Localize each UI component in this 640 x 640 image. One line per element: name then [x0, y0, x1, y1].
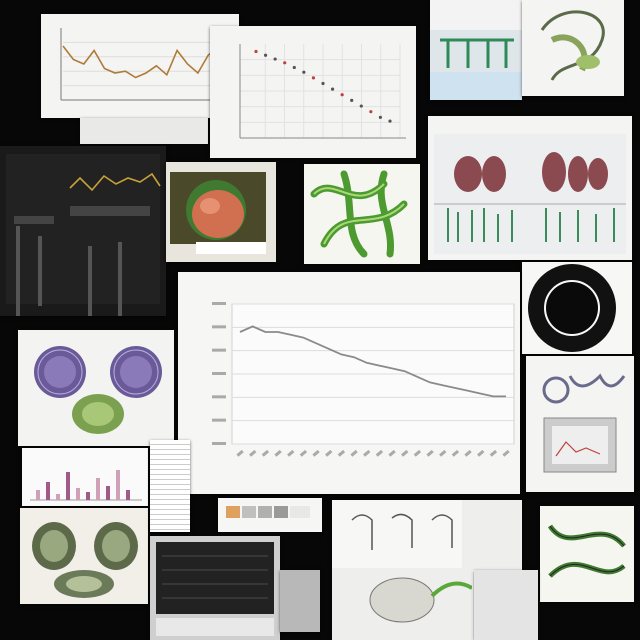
top-left-line-svg: [60, 28, 231, 101]
vine-svg: [310, 170, 408, 258]
main-x-tick: [299, 449, 308, 457]
purple-flower-illustration: [18, 330, 174, 446]
ring-diagram: [522, 262, 632, 354]
main-x-tick: [502, 449, 510, 457]
main-y-tick: [212, 418, 226, 422]
bar: [56, 494, 60, 500]
main-x-tick: [413, 449, 422, 457]
gray-box: [280, 570, 320, 632]
bar: [126, 490, 130, 500]
paper-strip: [80, 118, 208, 144]
bar: [86, 492, 90, 500]
plant-anatomy-sheet: [428, 116, 632, 260]
main-series-line: [239, 325, 506, 398]
main-y-tick: [212, 348, 226, 352]
scatter-point: [263, 53, 268, 57]
coil-monitor-sheet: [526, 356, 634, 492]
scatter-point: [359, 104, 363, 108]
device-svg: [156, 542, 274, 636]
scatter-svg: [239, 44, 406, 139]
scatter-point: [311, 76, 316, 80]
plant-diagram-sheet: [430, 0, 522, 100]
main-x-tick: [325, 449, 333, 457]
scatter-point: [273, 57, 277, 61]
scatter-point: [350, 98, 354, 102]
main-x-tick: [274, 449, 282, 457]
main-x-tick: [261, 449, 270, 457]
main-x-tick: [350, 449, 358, 457]
scatter-point: [321, 81, 325, 86]
bar-chart-sheet: [22, 448, 148, 506]
main-x-tick: [236, 449, 244, 457]
bar: [46, 482, 50, 500]
scatter-point: [330, 87, 335, 91]
botanical-diagram-top-right: [522, 0, 624, 96]
device-screen: [150, 536, 280, 640]
main-x-tick: [451, 449, 460, 457]
coil-svg: [542, 373, 626, 473]
color-swatch-strip: [218, 498, 322, 532]
main-line-chart: [178, 272, 520, 494]
scatter-point: [340, 93, 344, 97]
main-x-tick: [477, 449, 485, 457]
scatter-point: [283, 61, 287, 65]
bar: [36, 490, 40, 500]
main-y-tick: [212, 325, 226, 329]
scatter-point: [302, 70, 306, 74]
top-left-series-line: [62, 45, 230, 79]
bottom-right-sheet: [474, 570, 538, 640]
scatter-point: [388, 119, 392, 123]
vine-sketch: [540, 506, 634, 602]
scatter-point: [292, 65, 296, 70]
vine-sketch-svg: [547, 524, 626, 578]
main-x-tick: [337, 449, 346, 457]
main-x-tick: [464, 449, 472, 457]
bars-svg: [30, 470, 142, 501]
bar: [66, 472, 70, 500]
dark-oscilloscope-panel: [0, 146, 166, 316]
fruit-svg: [170, 172, 266, 254]
oscilloscope-svg: [6, 154, 161, 316]
main-x-tick: [439, 449, 447, 457]
anatomy-svg: [434, 134, 626, 254]
line-chart-top-left: [41, 14, 239, 118]
main-x-tick: [489, 449, 498, 457]
scatter-point: [369, 110, 373, 114]
green-vine-illustration: [304, 164, 420, 264]
pod-svg: [32, 522, 138, 598]
main-y-tick: [212, 395, 226, 399]
main-x-tick: [426, 449, 434, 457]
scatter-point: [254, 49, 258, 54]
scatter-point: [378, 115, 383, 119]
main-x-tick: [287, 449, 295, 457]
scatter-chart-top-center: [210, 26, 416, 158]
main-x-tick: [312, 449, 320, 457]
bar: [96, 478, 100, 500]
main-y-tick: [212, 302, 226, 305]
main-y-tick: [212, 372, 226, 375]
striped-paper: [150, 440, 190, 532]
main-x-tick: [249, 449, 257, 457]
main-y-tick: [212, 442, 226, 445]
bar: [106, 486, 110, 500]
swatch-svg: [226, 506, 310, 518]
main-chart-svg: [212, 302, 515, 457]
main-x-tick: [375, 449, 384, 457]
main-x-tick: [401, 449, 409, 457]
ring-svg: [528, 264, 616, 352]
main-x-tick: [363, 449, 371, 457]
fruit-photo: [166, 162, 276, 262]
main-x-tick: [388, 449, 396, 457]
seed-pod-illustration: [20, 508, 148, 604]
flower-svg: [34, 346, 162, 434]
botanical-svg: [540, 10, 605, 81]
bar: [76, 488, 80, 500]
bar: [116, 470, 120, 500]
plant-stems-svg: [430, 0, 522, 100]
